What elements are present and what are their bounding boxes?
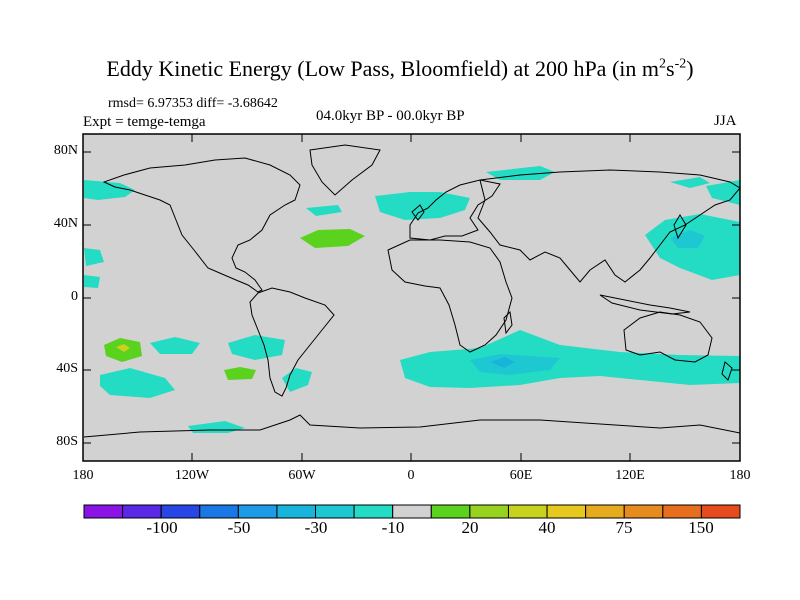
lon-label-180w: 180 [72,468,94,483]
colorbar-box [315,504,355,519]
lon-label-180e: 180 [729,468,751,483]
shade-south-pacific-mid [150,337,200,354]
shade-arctic-east [670,177,710,188]
experiment-label: Expt = temge-temga [83,114,206,130]
shade-positive-core [116,344,130,352]
colorbar-label: -100 [146,518,178,537]
shade-south-indian [400,330,740,388]
colorbar-box [276,504,317,519]
lon-label-60e: 60E [509,468,533,483]
colorbar-box [507,504,548,519]
shade-south-indian-core [490,357,515,368]
lon-label-0: 0 [407,468,415,483]
shade-iceland [375,192,470,220]
coast-indonesia [599,294,691,315]
coast-antarctica [83,414,741,438]
shade-west-edge-2 [84,275,100,288]
title-exponent-2: -2 [674,56,687,72]
coast-north-america [102,157,301,293]
coast-europe [409,179,501,241]
anomaly-shading [84,166,740,433]
lon-label-120w: 120W [174,468,210,483]
axis-ticks [83,134,740,461]
shade-south-atlantic [282,368,312,392]
colorbar-box [237,504,278,519]
coast-uk [411,204,425,221]
title-unit-s: s [666,56,675,81]
shade-north-atlantic [84,180,135,200]
lat-label-40s: 40S [56,361,78,376]
shade-west-edge-1 [84,248,104,266]
colorbar-box [585,504,625,519]
colorbar-box [353,504,394,519]
colorbar-box [83,504,124,519]
colorbar-box [662,504,702,519]
stats-label: rmsd= 6.97353 diff= -3.68642 [108,96,278,111]
shade-mid-atlantic-small [306,205,342,216]
colorbar-box [122,504,162,519]
colorbar-box [430,504,471,519]
colorbar-label: -30 [304,518,328,537]
colorbar-label: 75 [615,518,633,537]
shade-positive-southeast-pacific [224,367,256,380]
colorbar-label: -10 [381,518,405,537]
title-exponent-1: 2 [659,56,666,72]
title-close-paren: ) [686,56,694,81]
colorbar [83,504,741,519]
shade-positive-atlantic [300,229,365,248]
map-background [83,134,740,461]
lon-label-120e: 120E [615,468,645,483]
colorbar-label: 150 [688,518,714,537]
shade-south-pacific-east [228,335,285,360]
lon-label-60w: 60W [288,468,316,483]
lat-label-40n: 40N [53,216,78,231]
colorbar-box [623,504,664,519]
shade-south-indian-dark [470,354,560,375]
lat-label-80n: 80N [53,143,78,158]
coastlines [83,144,741,438]
plot-title: Eddy Kinetic Energy (Low Pass, Bloomfiel… [0,56,800,82]
coast-madagascar [503,310,513,335]
lat-label-0: 0 [71,289,78,304]
title-main-text: Eddy Kinetic Energy (Low Pass, Bloomfiel… [106,56,659,81]
colorbar-box [700,504,741,519]
colorbar-box [546,504,587,519]
colorbar-box [160,504,201,519]
coast-asia [477,169,741,283]
shade-south-pacific-west [100,368,175,398]
season-label: JJA [714,113,737,129]
lat-label-80s: 80S [56,434,78,449]
colorbar-box [469,504,509,519]
colorbar-box [392,504,432,519]
colorbar-label: 20 [461,518,479,537]
coast-japan [673,214,687,240]
colorbar-box [199,504,239,519]
coast-africa [387,239,513,353]
colorbar-label: -50 [227,518,251,537]
shade-arctic-siberia [486,166,555,180]
coast-australia [623,311,713,363]
colorbar-label: 40 [538,518,556,537]
shade-north-pacific-dark [670,230,705,248]
coast-new-zealand [721,361,733,381]
coast-greenland [309,144,381,196]
coast-south-america [249,287,335,397]
period-label: 04.0kyr BP - 00.0kyr BP [316,108,465,124]
